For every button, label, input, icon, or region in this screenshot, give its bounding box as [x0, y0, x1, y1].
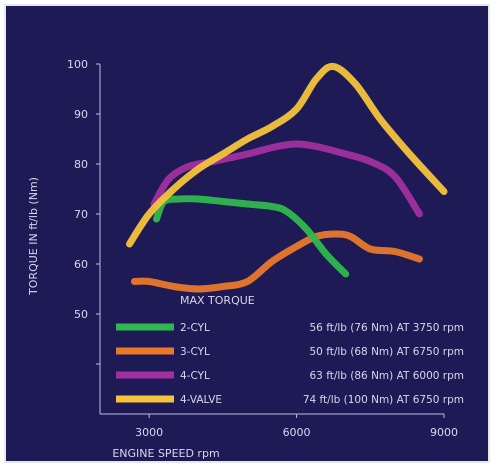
y-axis-label: TORQUE IN ft/lb (Nm) [27, 177, 40, 296]
legend-series-name: 2-CYL [180, 322, 210, 334]
legend: MAX TORQUE 2-CYL 56 ft/lb (76 Nm) AT 3750… [116, 294, 464, 406]
y-tick-label: 90 [74, 108, 88, 121]
series-line-4-cyl [150, 140, 423, 218]
legend-series-value: 74 ft/lb (100 Nm) AT 6750 rpm [303, 394, 464, 406]
chart-frame: 50 60 70 80 90 100 3000 6000 9000 TORQUE IN ft/… [4, 4, 490, 463]
x-axis-label: ENGINE SPEED rpm [112, 447, 219, 460]
legend-series-value: 50 ft/lb (68 Nm) AT 6750 rpm [310, 346, 465, 358]
series-lines [125, 62, 448, 293]
series-line-4-valve [125, 62, 448, 248]
legend-series-value: 56 ft/lb (76 Nm) AT 3750 rpm [310, 322, 465, 334]
y-tick-label: 80 [74, 158, 88, 171]
legend-series-name: 4-CYL [180, 370, 210, 382]
y-tick-label: 70 [74, 208, 88, 221]
y-ticks: 50 60 70 80 90 100 [67, 58, 100, 365]
x-ticks: 3000 6000 9000 [135, 414, 458, 439]
torque-chart: 50 60 70 80 90 100 3000 6000 9000 TORQUE IN ft/… [27, 58, 464, 460]
x-tick-label: 3000 [135, 426, 163, 439]
axes [99, 64, 444, 415]
legend-series-name: 4-VALVE [180, 394, 222, 406]
legend-title: MAX TORQUE [180, 294, 255, 307]
y-tick-label: 50 [74, 308, 88, 321]
y-tick-label: 100 [67, 58, 88, 71]
series-line-3-cyl [130, 230, 423, 293]
y-tick-label: 60 [74, 258, 88, 271]
legend-series-value: 63 ft/lb (86 Nm) AT 6000 rpm [310, 370, 465, 382]
series-line-2-cyl [153, 195, 350, 278]
x-tick-label: 6000 [283, 426, 311, 439]
legend-series-name: 3-CYL [180, 346, 210, 358]
x-tick-label: 9000 [430, 426, 458, 439]
